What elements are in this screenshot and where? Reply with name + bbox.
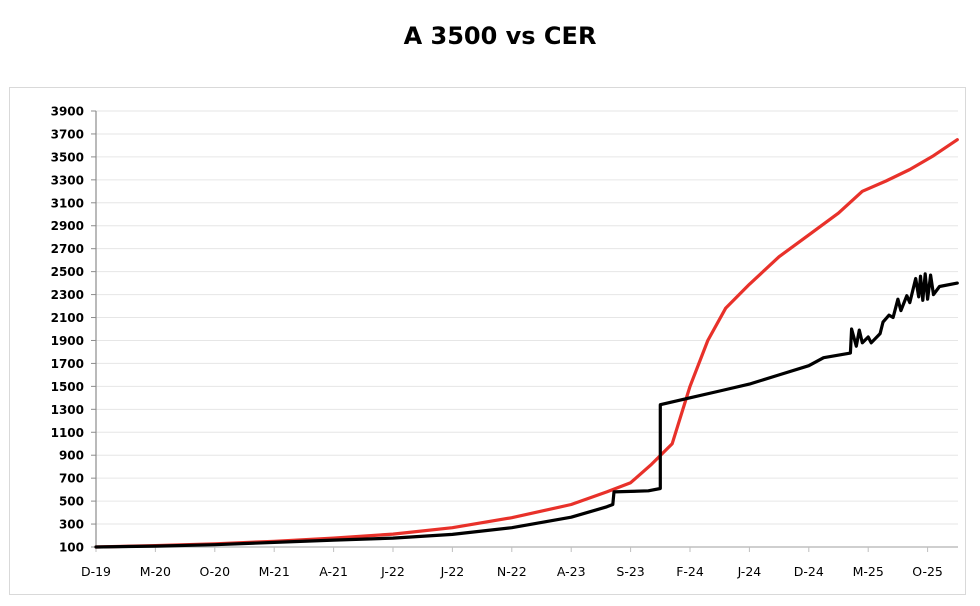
y-tick-label: 3700	[51, 127, 84, 141]
chart-title: A 3500 vs CER	[403, 22, 597, 50]
y-tick-label: 2900	[51, 219, 84, 233]
y-tick-label: 2700	[51, 242, 84, 256]
gridlines	[96, 110, 958, 525]
x-tick-label: J-24	[737, 564, 762, 579]
x-tick-label: S-23	[616, 564, 644, 579]
x-tick-label: F-24	[676, 564, 704, 579]
y-tick-label: 1700	[51, 357, 84, 371]
x-tick-label: M-20	[140, 564, 171, 579]
y-tick-label: 2300	[51, 288, 84, 302]
x-tick-label: M-25	[853, 564, 884, 579]
y-axis: 100 300 500 700 900 1100 1300 1500 1700 1900 2100 2…	[51, 105, 97, 555]
x-tick-label: A-21	[319, 564, 348, 579]
y-tick-label: 900	[59, 449, 84, 463]
y-tick-label: 1900	[51, 334, 84, 348]
x-tick-label: D-24	[794, 564, 824, 579]
y-tick-label: 300	[59, 518, 84, 532]
y-tick-label: 500	[59, 495, 84, 509]
series-line-cer	[94, 138, 959, 549]
x-tick-label: A-23	[557, 564, 586, 579]
y-tick-label: 700	[59, 472, 84, 486]
series-lines	[94, 138, 959, 549]
x-tick-label: M-21	[259, 564, 290, 579]
y-tick-label: 1300	[51, 403, 84, 417]
series-line-a-3500	[94, 272, 959, 549]
y-tick-label: 2500	[51, 265, 84, 279]
x-tick-label: O-25	[912, 564, 943, 579]
x-axis: D-19 M-20 O-20 M-21 A-21 J-22 J-22 N-22 A-23 S-23…	[81, 546, 958, 579]
x-tick-label: O-20	[199, 564, 230, 579]
y-tick-label: 2100	[51, 311, 84, 325]
y-tick-label: 3900	[51, 105, 84, 119]
x-tick-label: J-22	[440, 564, 465, 579]
y-tick-label: 1100	[51, 426, 84, 440]
x-tick-label: J-22	[380, 564, 405, 579]
x-tick-label: D-19	[81, 564, 111, 579]
x-tick-label: N-22	[497, 564, 527, 579]
y-tick-label: 3500	[51, 150, 84, 164]
y-tick-label: 1500	[51, 380, 84, 394]
y-tick-label: 100	[59, 541, 84, 555]
y-tick-label: 3300	[51, 173, 84, 187]
y-tick-label: 3100	[51, 196, 84, 210]
chart-frame	[9, 87, 966, 595]
